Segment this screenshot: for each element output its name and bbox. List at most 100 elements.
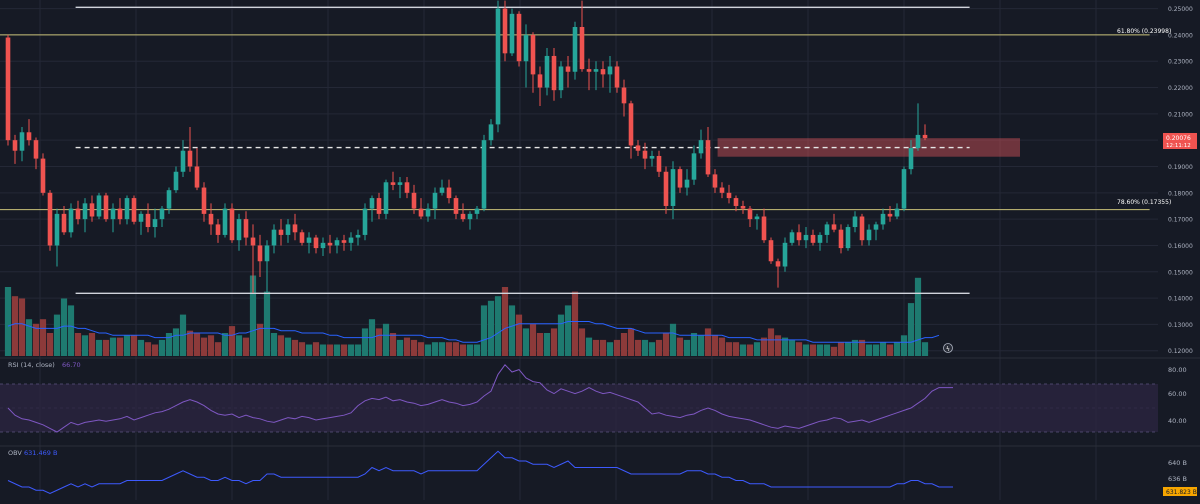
candle-body bbox=[348, 237, 354, 243]
volume-bar bbox=[431, 342, 439, 356]
candle-body bbox=[376, 198, 382, 214]
volume-bar bbox=[529, 323, 537, 356]
candle-body bbox=[705, 140, 711, 175]
candle-body bbox=[369, 198, 375, 209]
candle-body bbox=[831, 224, 837, 230]
obv-label: OBV bbox=[8, 449, 22, 457]
candle-body bbox=[656, 155, 662, 172]
volume-bar bbox=[459, 344, 467, 356]
candle-body bbox=[684, 179, 690, 188]
candle-body bbox=[397, 182, 403, 185]
volume-bar bbox=[550, 328, 558, 356]
volume-bar bbox=[438, 342, 446, 356]
candle-body bbox=[159, 208, 165, 220]
candle-body bbox=[880, 213, 886, 225]
volume-bar bbox=[109, 337, 117, 356]
price-tick: 0.14000 bbox=[1168, 296, 1193, 303]
price-tick: 0.24000 bbox=[1168, 32, 1193, 39]
candle-body bbox=[47, 192, 53, 246]
volume-bar bbox=[263, 291, 271, 356]
volume-bar bbox=[340, 344, 348, 356]
candle-body bbox=[719, 187, 725, 193]
obv-tick: 640 B bbox=[1168, 459, 1187, 467]
candle-body bbox=[768, 240, 774, 262]
candle-body bbox=[236, 219, 242, 241]
candle-body bbox=[523, 34, 529, 62]
volume-bar bbox=[816, 344, 824, 356]
volume-bar bbox=[389, 333, 397, 356]
candle-body bbox=[775, 261, 781, 267]
candle-body bbox=[404, 182, 410, 193]
candlesticks bbox=[5, 0, 928, 293]
candle-body bbox=[187, 150, 193, 167]
price-tick: 0.21000 bbox=[1168, 111, 1193, 118]
candle-body bbox=[124, 198, 130, 220]
candle-body bbox=[621, 87, 627, 104]
volume-bar bbox=[165, 333, 173, 356]
candle-body bbox=[152, 219, 158, 228]
volume-bar bbox=[858, 339, 866, 356]
volume-bar bbox=[648, 342, 656, 356]
candle-body bbox=[439, 187, 445, 193]
lightning-glyph: ϟ bbox=[946, 346, 950, 353]
candle-body bbox=[355, 234, 361, 238]
candle-body bbox=[698, 140, 704, 154]
volume-bar bbox=[347, 344, 355, 356]
volume-bar bbox=[123, 335, 131, 356]
volume-bar bbox=[207, 335, 215, 356]
volume-bar bbox=[564, 305, 572, 356]
candle-body bbox=[418, 208, 424, 217]
lightning-icon[interactable] bbox=[943, 343, 953, 353]
candle-body bbox=[663, 171, 669, 206]
candle-body bbox=[502, 8, 508, 54]
candle-body bbox=[341, 240, 347, 243]
candle-body bbox=[796, 232, 802, 241]
volume-bar bbox=[669, 323, 677, 356]
volume-bar bbox=[592, 339, 600, 356]
volume-bar bbox=[326, 344, 334, 356]
candle-body bbox=[488, 124, 494, 141]
price-tick: 0.18000 bbox=[1168, 190, 1193, 197]
volume-bar bbox=[424, 344, 432, 356]
volume-bar bbox=[445, 342, 453, 356]
volume-bar bbox=[270, 333, 278, 356]
volume-bar bbox=[473, 344, 481, 356]
volume-bar bbox=[872, 344, 880, 356]
volume-bar bbox=[795, 342, 803, 356]
fib-label-618: 61.80% (0.23998) bbox=[1117, 28, 1171, 35]
volume-bar bbox=[907, 303, 915, 356]
candle-body bbox=[789, 232, 795, 243]
candle-body bbox=[61, 213, 67, 233]
candle-body bbox=[558, 66, 564, 91]
volume-bar bbox=[396, 339, 404, 356]
volume-bar bbox=[95, 339, 103, 356]
rsi-tick: 40.00 bbox=[1168, 417, 1187, 425]
candle-body bbox=[817, 234, 823, 243]
volume-bar bbox=[746, 344, 754, 356]
candle-body bbox=[229, 208, 235, 241]
candle-body bbox=[75, 208, 81, 220]
candle-body bbox=[390, 182, 396, 185]
volume-bar bbox=[851, 339, 859, 356]
volume-bar bbox=[39, 319, 47, 356]
candle-body bbox=[803, 234, 809, 241]
candle-body bbox=[691, 153, 697, 180]
candle-body bbox=[782, 242, 788, 267]
candle-body bbox=[635, 145, 641, 151]
candle-body bbox=[537, 74, 543, 88]
candle-body bbox=[33, 140, 39, 159]
candle-body bbox=[54, 213, 60, 246]
candle-body bbox=[96, 195, 102, 217]
volume-bar bbox=[382, 323, 390, 356]
candle-body bbox=[747, 208, 753, 220]
price-tick: 0.23000 bbox=[1168, 59, 1193, 66]
volume-bar bbox=[228, 326, 236, 356]
volume-bar bbox=[655, 339, 663, 356]
candle-body bbox=[110, 208, 116, 220]
volume-bar bbox=[578, 328, 586, 356]
candle-body bbox=[712, 174, 718, 188]
volume-bar bbox=[627, 328, 635, 356]
candle-body bbox=[173, 171, 179, 191]
